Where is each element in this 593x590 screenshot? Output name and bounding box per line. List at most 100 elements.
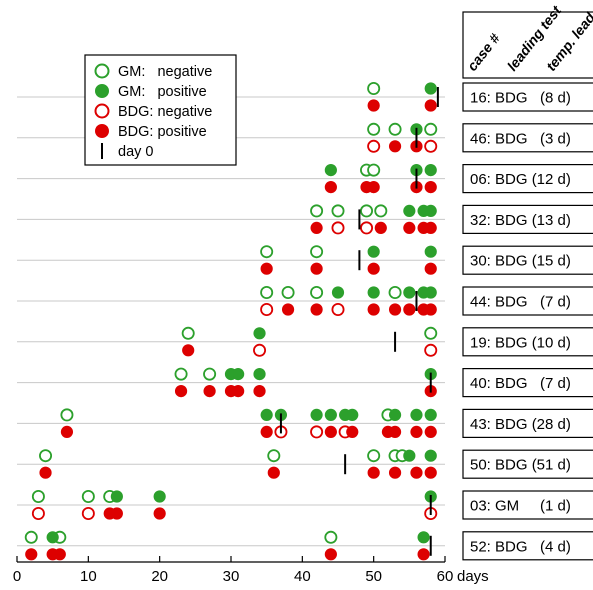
bdg-positive-point	[153, 507, 166, 520]
bdg-negative-point	[424, 139, 438, 153]
gm-negative-point	[310, 285, 324, 299]
gm-positive-point	[424, 286, 437, 299]
gm-negative-point	[360, 204, 374, 218]
gm-positive-point	[324, 164, 337, 177]
case-label-box	[462, 449, 593, 479]
bdg-positive-point	[388, 425, 402, 438]
gm-negative-point	[39, 449, 53, 463]
case-label: 50: BDG (51 d)	[470, 457, 571, 474]
bdg-positive-point	[281, 303, 295, 316]
gm-negative-point	[81, 489, 95, 503]
bdg-positive-point	[110, 507, 123, 520]
case-label: 43: BDG (28 d)	[470, 416, 571, 433]
bdg-positive-point	[388, 466, 402, 479]
bdg-negative-point	[310, 425, 324, 439]
gm-negative-point	[367, 163, 381, 177]
bdg-positive-point	[324, 181, 337, 194]
gm-positive-point	[253, 368, 266, 381]
case-label-box	[462, 164, 593, 194]
bdg-positive-point	[232, 385, 245, 398]
bdg-positive-point	[367, 303, 380, 316]
x-tick-label: 30	[223, 568, 240, 585]
bdg-negative-point	[367, 139, 381, 153]
gm-positive-point	[403, 286, 416, 299]
legend-label: day 0	[118, 144, 153, 160]
case-label-box	[462, 82, 593, 112]
bdg-positive-point	[403, 221, 416, 234]
bdg-positive-point	[253, 385, 266, 398]
case-label: 52: BDG (4 d)	[470, 538, 571, 555]
bdg-positive-point	[424, 303, 437, 316]
bdg-positive-point	[25, 548, 38, 561]
gm-negative-point	[24, 530, 38, 544]
x-tick-label: 40	[294, 568, 311, 585]
case-label: 19: BDG (10 d)	[470, 334, 571, 351]
gm-negative-point	[260, 245, 274, 259]
bdg-positive-point	[324, 548, 337, 561]
legend-bdg-positive-symbol	[95, 124, 109, 138]
bdg-positive-point	[260, 262, 273, 275]
case-label: 30: BDG (15 d)	[470, 253, 571, 270]
bdg-positive-point	[374, 221, 387, 234]
gm-positive-point	[424, 164, 437, 177]
bdg-negative-point	[331, 302, 345, 316]
gm-negative-point	[424, 122, 438, 136]
gm-negative-point	[281, 285, 295, 299]
bdg-positive-point	[410, 425, 423, 438]
bdg-positive-point	[417, 548, 430, 561]
gm-negative-point	[310, 245, 324, 259]
gm-positive-point	[110, 490, 123, 503]
gm-negative-point	[267, 449, 281, 463]
bdg-positive-point	[367, 262, 380, 275]
gm-positive-point	[424, 82, 437, 95]
bdg-positive-point	[60, 425, 74, 438]
case-label: 44: BDG (7 d)	[470, 294, 571, 311]
bdg-positive-point	[260, 425, 273, 438]
legend-label: BDG: positive	[118, 124, 207, 140]
gm-positive-point	[153, 490, 166, 503]
case-label-box	[462, 245, 593, 275]
bdg-positive-point	[310, 262, 323, 275]
bdg-negative-point	[360, 221, 374, 235]
bdg-negative-point	[260, 302, 274, 316]
x-tick-label: 0	[13, 568, 21, 585]
gm-positive-point	[424, 449, 437, 462]
bdg-positive-point	[424, 466, 437, 479]
case-label-box	[462, 490, 593, 520]
legend-gm-negative-symbol	[94, 63, 110, 79]
gm-negative-point	[60, 408, 74, 422]
bdg-negative-point	[253, 343, 267, 357]
bdg-positive-point	[388, 140, 402, 153]
bdg-negative-point	[81, 506, 95, 520]
data-marks	[24, 82, 439, 561]
x-tick-label: 60	[437, 568, 454, 585]
gm-positive-point	[324, 408, 337, 421]
bdg-positive-point	[424, 262, 437, 275]
bdg-positive-point	[367, 99, 380, 112]
gm-positive-point	[232, 368, 245, 381]
bdg-positive-point	[182, 344, 195, 357]
gm-positive-point	[367, 245, 380, 258]
case-label-box	[462, 327, 593, 357]
case-label-box	[462, 531, 593, 561]
gm-positive-point	[310, 408, 323, 421]
gm-negative-point	[388, 285, 402, 299]
bdg-positive-point	[203, 385, 216, 398]
x-tick-label: 50	[365, 568, 382, 585]
bdg-positive-point	[324, 425, 337, 438]
legend-box	[84, 54, 237, 166]
case-label-box	[462, 286, 593, 316]
case-label: 40: BDG (7 d)	[470, 375, 571, 392]
gm-negative-point	[31, 489, 45, 503]
gm-negative-point	[367, 449, 381, 463]
gm-positive-point	[410, 408, 423, 421]
bdg-positive-point	[424, 425, 437, 438]
legend-label: GM: negative	[118, 64, 212, 80]
bdg-positive-point	[367, 181, 380, 194]
bdg-positive-point	[367, 466, 380, 479]
gm-negative-point	[310, 204, 324, 218]
bdg-positive-point	[310, 221, 323, 234]
gm-negative-point	[260, 285, 274, 299]
case-label: 16: BDG (8 d)	[470, 90, 571, 107]
